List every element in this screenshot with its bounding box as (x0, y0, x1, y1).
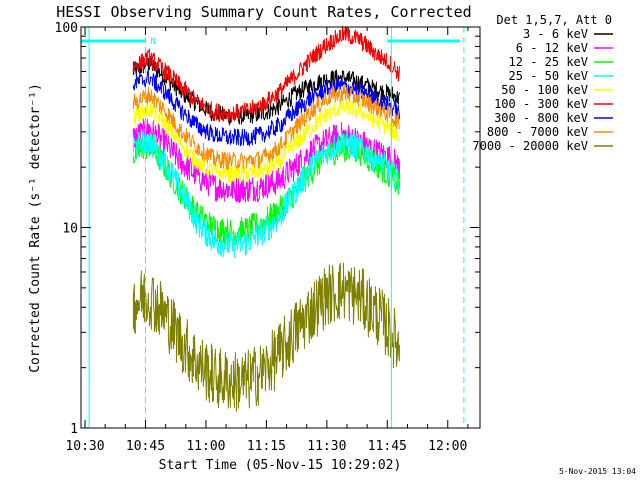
legend-label: 300 - 800 keV (494, 111, 588, 125)
legend-title: Det 1,5,7, Att 0 (496, 13, 612, 27)
legend-label: 12 - 25 keV (509, 55, 588, 69)
series-line (132, 134, 400, 246)
footer-date: 5-Nov-2015 13:04 (559, 467, 636, 476)
x-tick-label: 11:30 (307, 439, 346, 454)
legend-label: 3 - 6 keV (523, 27, 588, 41)
axis-layer: 10:30 10:45 11:00 11:15 11:30 11:45 12:00 1 10 10… (55, 21, 480, 454)
legend-label: 25 - 50 keV (509, 69, 588, 83)
chart-title: HESSI Observing Summary Count Rates, Cor… (56, 3, 471, 21)
x-tick-label: 11:00 (186, 439, 225, 454)
x-tick-label: 11:15 (247, 439, 286, 454)
y-axis-label: Corrected Count Rate (s⁻¹ detector⁻¹) (28, 83, 43, 373)
series-line (132, 69, 400, 147)
x-tick-label: 10:45 (126, 439, 165, 454)
x-tick-label: 10:30 (65, 439, 104, 454)
series-line (132, 118, 400, 204)
legend-label: 100 - 300 keV (494, 97, 588, 111)
data-layer (132, 25, 400, 412)
y-tick-label: 1 (70, 422, 78, 437)
series-line (132, 25, 400, 123)
annotation-layer: N (81, 27, 465, 428)
legend-label: 6 - 12 keV (516, 41, 588, 55)
legend-label: 800 - 7000 keV (487, 125, 588, 139)
x-axis-label: Start Time (05-Nov-15 10:29:02) (159, 458, 402, 473)
series-line (132, 129, 400, 258)
y-tick-label: 100 (55, 21, 78, 36)
legend-label: 50 - 100 keV (501, 83, 588, 97)
series-line (132, 85, 400, 170)
series-line (132, 262, 400, 412)
x-tick-label: 12:00 (428, 439, 467, 454)
x-tick-label: 11:45 (368, 439, 407, 454)
legend-label: 7000 - 20000 keV (472, 139, 588, 153)
series-line (132, 97, 400, 183)
y-tick-label: 10 (62, 222, 78, 237)
saa-flag: N (150, 37, 155, 47)
